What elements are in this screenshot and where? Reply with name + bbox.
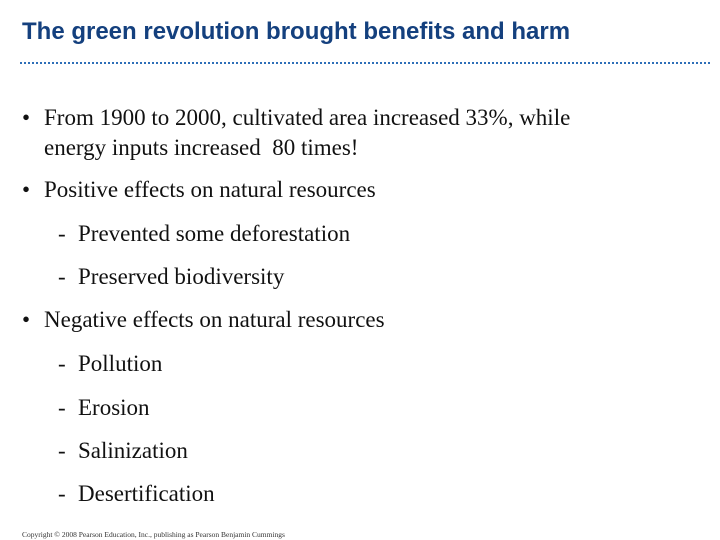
sub-item-text: Preserved biodiversity (78, 264, 285, 289)
sub-item: - Pollution (58, 349, 162, 379)
bullet-text: From 1900 to 2000, cultivated area incre… (44, 105, 571, 130)
sub-item-text: Prevented some deforestation (78, 221, 351, 246)
sub-item: - Prevented some deforestation (58, 219, 350, 249)
sub-item: - Salinization (58, 436, 188, 466)
slide-title: The green revolution brought benefits an… (22, 18, 571, 45)
bullet-marker: • (22, 177, 31, 202)
sub-item-text: Salinization (78, 438, 188, 463)
sub-marker: - (58, 395, 66, 420)
bullet-text: Positive effects on natural resources (44, 177, 376, 202)
bullet-marker: • (22, 307, 31, 332)
sub-marker: - (58, 481, 66, 506)
copyright-notice: Copyright © 2008 Pearson Education, Inc.… (22, 530, 285, 539)
sub-item-text: Erosion (78, 395, 150, 420)
sub-marker: - (58, 264, 66, 289)
sub-marker: - (58, 438, 66, 463)
sub-item-text: Desertification (78, 481, 215, 506)
bullet-text: Negative effects on natural resources (44, 307, 385, 332)
sub-item: - Preserved biodiversity (58, 262, 284, 292)
title-divider (20, 62, 710, 64)
sub-item-text: Pollution (78, 351, 163, 376)
bullet-text: energy inputs increased 80 times! (44, 135, 359, 160)
sub-marker: - (58, 351, 66, 376)
sub-item: - Desertification (58, 479, 215, 509)
bullet-marker: • (22, 105, 31, 130)
sub-marker: - (58, 221, 66, 246)
sub-item: - Erosion (58, 393, 150, 423)
